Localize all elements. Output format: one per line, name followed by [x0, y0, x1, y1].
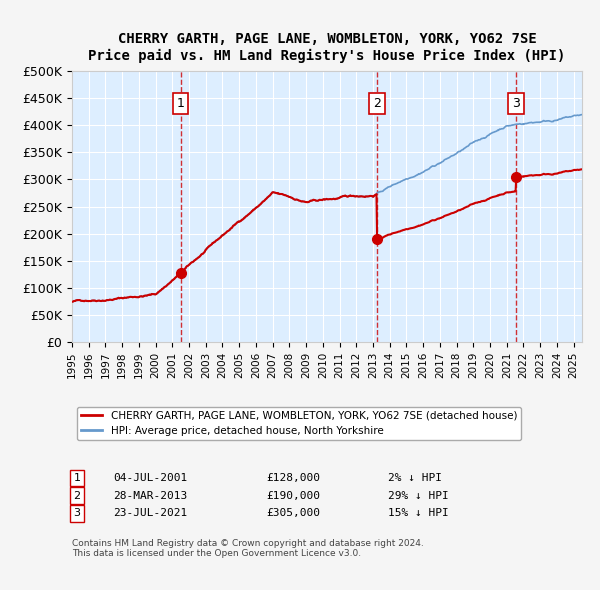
Text: 1: 1 [74, 473, 80, 483]
Legend: CHERRY GARTH, PAGE LANE, WOMBLETON, YORK, YO62 7SE (detached house), HPI: Averag: CHERRY GARTH, PAGE LANE, WOMBLETON, YORK… [77, 407, 521, 440]
Text: 2: 2 [74, 490, 80, 500]
Text: 3: 3 [74, 508, 80, 518]
Text: 1: 1 [177, 97, 185, 110]
Text: 3: 3 [512, 97, 520, 110]
Text: £190,000: £190,000 [266, 490, 320, 500]
Text: £128,000: £128,000 [266, 473, 320, 483]
Title: CHERRY GARTH, PAGE LANE, WOMBLETON, YORK, YO62 7SE
Price paid vs. HM Land Regist: CHERRY GARTH, PAGE LANE, WOMBLETON, YORK… [88, 32, 566, 63]
Text: 29% ↓ HPI: 29% ↓ HPI [388, 490, 449, 500]
Text: 2% ↓ HPI: 2% ↓ HPI [388, 473, 442, 483]
Text: £305,000: £305,000 [266, 508, 320, 518]
Text: 2: 2 [373, 97, 381, 110]
Text: Contains HM Land Registry data © Crown copyright and database right 2024.
This d: Contains HM Land Registry data © Crown c… [72, 539, 424, 558]
Text: 04-JUL-2001: 04-JUL-2001 [113, 473, 187, 483]
Text: 15% ↓ HPI: 15% ↓ HPI [388, 508, 449, 518]
Text: 28-MAR-2013: 28-MAR-2013 [113, 490, 187, 500]
Text: 23-JUL-2021: 23-JUL-2021 [113, 508, 187, 518]
